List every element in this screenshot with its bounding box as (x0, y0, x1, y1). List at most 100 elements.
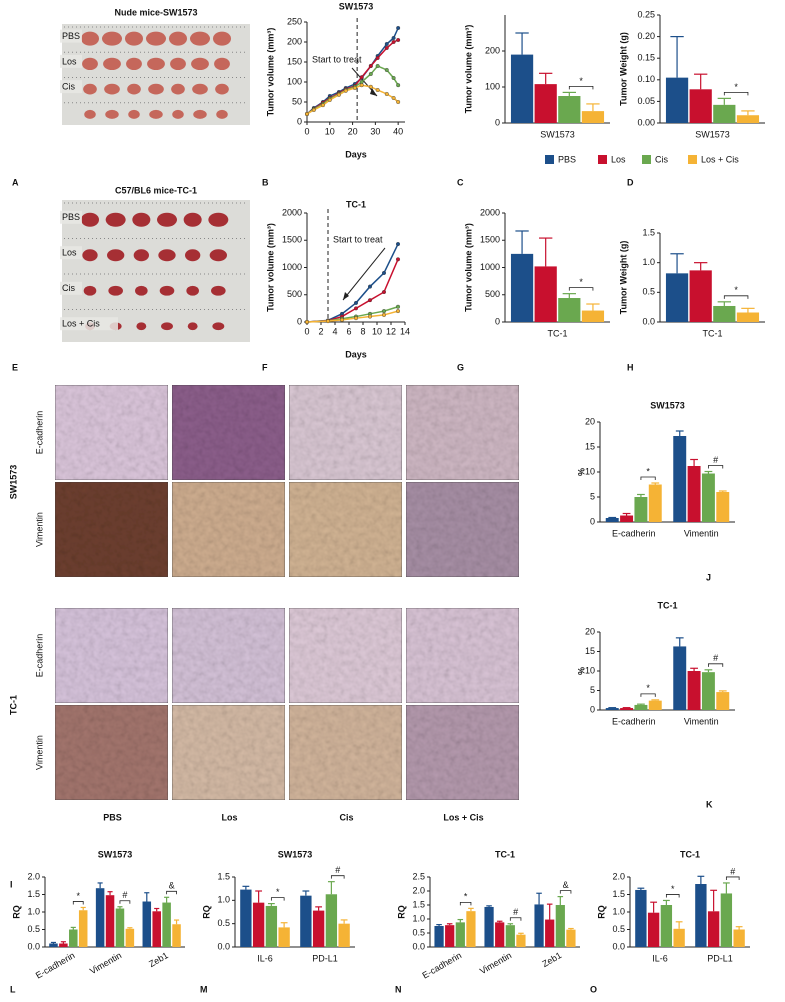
panel-letter: F (262, 362, 268, 372)
x-tick-label: SW1573 (695, 129, 730, 139)
bar (252, 902, 265, 947)
y-axis-label: Tumor volume (mm³) (463, 25, 473, 114)
significance-bracket (640, 476, 656, 480)
panel-letter: N (395, 984, 402, 994)
tumor (133, 249, 149, 262)
y-axis-label: RQ (396, 905, 406, 919)
y-tick-label: 2.0 (412, 885, 425, 895)
significance-label: * (734, 285, 738, 295)
significance-bracket (509, 917, 522, 921)
significance-label: & (169, 881, 175, 891)
tumor (186, 285, 199, 296)
panel-letter: E (12, 362, 18, 372)
legend-label: Los + Cis (701, 154, 739, 164)
chart-title: TC-1 (346, 199, 366, 209)
ihc-group-label: SW1573 (8, 465, 18, 500)
x-tick-label: 10 (325, 126, 335, 136)
tumor (81, 212, 99, 227)
series-point (382, 309, 387, 314)
y-tick-label: 0 (495, 316, 500, 326)
significance-label: # (713, 455, 718, 465)
y-tick-label: 150 (287, 56, 302, 66)
x-tick-label: IL-6 (257, 953, 273, 963)
significance-bracket (568, 287, 594, 291)
tumor (102, 31, 122, 46)
x-tick-label: Vimentin (684, 716, 719, 726)
series-point (336, 92, 341, 97)
bar (312, 910, 325, 947)
x-tick-label: Vimentin (88, 950, 123, 976)
panel-letter: M (200, 984, 208, 994)
bar (115, 908, 125, 947)
significance-bracket (270, 897, 285, 901)
bar (634, 704, 648, 710)
tumor (161, 322, 173, 331)
ihc-column-label: Los + Cis (443, 812, 483, 822)
bar (300, 895, 312, 947)
tumor (214, 57, 230, 71)
bar (558, 96, 581, 123)
y-axis-label: % (576, 468, 586, 476)
bar (510, 253, 534, 322)
series-point (368, 63, 373, 68)
panel-letter: C (457, 177, 464, 187)
tumor (170, 57, 186, 71)
tumor (171, 83, 185, 95)
bar (545, 919, 555, 947)
legend-swatch (642, 155, 651, 164)
series-point (391, 36, 396, 41)
bar (566, 929, 576, 947)
bar (701, 473, 715, 522)
label-bg (60, 246, 82, 260)
tumor (193, 109, 207, 119)
bar (278, 927, 290, 947)
label-bg (60, 210, 82, 224)
series-point (343, 88, 348, 93)
legend-label: Cis (655, 154, 668, 164)
label-bg (60, 29, 82, 43)
tumor (213, 31, 231, 46)
y-tick-label: 0 (590, 516, 595, 526)
tumor (82, 57, 98, 71)
label-bg (60, 54, 82, 68)
significance-label: * (579, 277, 583, 287)
significance-label: * (671, 884, 675, 894)
y-tick-label: 0 (297, 316, 302, 326)
tumor (148, 83, 164, 95)
bar (142, 901, 152, 947)
series-point (354, 306, 359, 311)
y-tick-label: 250 (287, 16, 302, 26)
y-axis-label: Tumor Weight (g) (618, 32, 628, 106)
significance-bracket (640, 693, 656, 697)
x-tick-label: 20 (348, 126, 358, 136)
significance-label: # (335, 865, 340, 875)
y-tick-label: 1.0 (412, 913, 425, 923)
y-axis-label: Tumor Weight (g) (618, 241, 628, 315)
x-tick-label: Zeb1 (540, 950, 563, 969)
y-tick-label: 0 (495, 117, 500, 127)
panel-letter: O (590, 984, 597, 994)
y-tick-label: 0.5 (217, 918, 230, 928)
bar (647, 912, 660, 947)
tumor (83, 83, 97, 95)
tumor (146, 31, 166, 46)
bar (534, 266, 557, 322)
series-point (327, 97, 332, 102)
tumor (107, 249, 125, 262)
y-tick-label: 0.0 (217, 941, 230, 951)
bar (455, 922, 465, 947)
x-tick-label: 4 (332, 326, 337, 336)
legend-swatch (545, 155, 554, 164)
panel-letter: G (457, 362, 464, 372)
bar (505, 925, 515, 947)
y-tick-label: 10 (585, 665, 595, 675)
tumor (82, 249, 98, 262)
y-tick-label: 0.00 (637, 117, 655, 127)
y-tick-label: 0 (297, 116, 302, 126)
bar (59, 943, 68, 947)
bar (673, 928, 685, 947)
y-tick-label: 2.0 (612, 871, 625, 881)
y-tick-label: 1.0 (612, 906, 625, 916)
ihc-image (405, 481, 520, 578)
significance-bracket (665, 894, 680, 898)
